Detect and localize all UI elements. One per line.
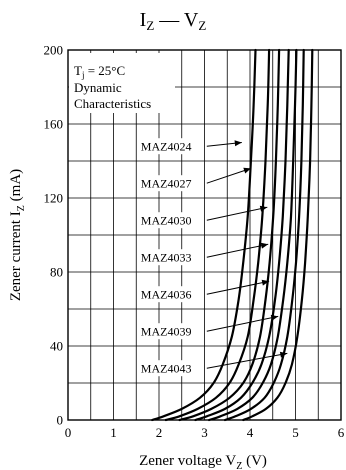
conditions-box: Tj = 25°C Dynamic Characteristics — [69, 53, 175, 113]
series-arrow-head-maz4030 — [259, 205, 268, 212]
x-tick-label: 4 — [247, 425, 254, 440]
y-axis-label-text: Zener current IZ (mA) — [8, 169, 27, 301]
series-arrow-head-maz4043 — [279, 351, 288, 358]
y-tick-label: 40 — [50, 339, 63, 354]
plot-frame — [67, 49, 342, 421]
series-label-bg-maz4043 — [138, 360, 203, 377]
series-label-layer: MAZ4024 MAZ4027 MAZ4030 MAZ4033 MAZ4036 MAZ40… — [138, 138, 288, 377]
series-label-maz4024: MAZ4024 — [141, 140, 192, 154]
x-tick-label: 0 — [65, 425, 72, 440]
x-axis-ticks: 0 1 2 3 4 5 6 — [65, 425, 345, 440]
y-tick-label: 200 — [44, 43, 64, 58]
y-tick-label: 120 — [44, 191, 64, 206]
series-label-maz4036: MAZ4036 — [141, 288, 192, 302]
chart-title-text: IZ — VZ — [140, 9, 207, 33]
series-label-maz4033: MAZ4033 — [141, 251, 192, 265]
chart-title: IZ — VZ — [140, 9, 207, 33]
series-curve-maz4033 — [194, 48, 290, 422]
y-tick-label: 0 — [57, 413, 64, 428]
grid — [68, 50, 341, 420]
x-tick-label: 2 — [156, 425, 163, 440]
series-arrow-head-maz4033 — [260, 242, 269, 249]
series-label-bg-maz4033 — [138, 249, 203, 266]
series-layer — [151, 48, 314, 422]
series-curve-maz4039 — [223, 48, 305, 422]
series-curve-maz4024 — [151, 48, 257, 422]
x-tick-label: 1 — [110, 425, 117, 440]
series-label-maz4030: MAZ4030 — [141, 214, 192, 228]
x-axis-label-text: Zener voltage VZ (V) — [139, 453, 267, 470]
series-label-bg-maz4027 — [138, 175, 203, 192]
x-tick-label: 6 — [338, 425, 345, 440]
series-label-bg-maz4036 — [138, 286, 203, 303]
x-tick-label: 3 — [201, 425, 208, 440]
condition-characteristics: Characteristics — [74, 96, 151, 111]
series-label-bg-maz4030 — [138, 212, 203, 229]
series-label-bg-maz4039 — [138, 323, 203, 340]
series-label-maz4043: MAZ4043 — [141, 362, 192, 376]
series-arrow-line-maz4039 — [206, 315, 279, 332]
series-label-maz4039: MAZ4039 — [141, 325, 192, 339]
series-arrow-head-maz4039 — [270, 314, 279, 321]
series-label-maz4027: MAZ4027 — [141, 177, 192, 191]
conditions-background — [69, 53, 175, 113]
x-axis-label: Zener voltage VZ (V) — [139, 453, 267, 470]
y-tick-label: 80 — [50, 265, 63, 280]
series-curve-maz4036 — [208, 48, 298, 422]
series-curve-maz4030 — [178, 48, 281, 422]
x-tick-label: 5 — [292, 425, 299, 440]
series-arrow-head-maz4027 — [243, 167, 251, 174]
series-arrow-line-maz4030 — [206, 206, 268, 221]
series-curve-maz4027 — [164, 48, 271, 422]
condition-temperature: Tj = 25°C — [74, 63, 125, 80]
series-curve-maz4043 — [242, 48, 314, 422]
condition-dynamic: Dynamic — [74, 80, 122, 95]
series-arrow-head-maz4024 — [234, 140, 242, 147]
y-axis-ticks: 0 40 80 120 160 200 — [44, 43, 64, 428]
series-arrow-line-maz4033 — [206, 243, 269, 258]
series-arrow-head-maz4036 — [261, 279, 270, 286]
y-tick-label: 160 — [44, 117, 64, 132]
series-arrow-line-maz4027 — [206, 167, 252, 184]
y-axis-label: Zener current IZ (mA) — [8, 169, 27, 301]
series-label-bg-maz4024 — [138, 138, 203, 155]
series-arrow-line-maz4043 — [206, 352, 288, 369]
series-arrow-line-maz4036 — [206, 280, 270, 295]
